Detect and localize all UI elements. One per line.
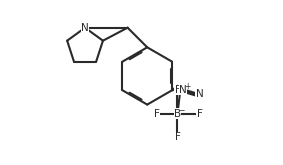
- Text: F: F: [154, 109, 160, 119]
- Text: N: N: [179, 85, 187, 95]
- Text: F: F: [175, 85, 181, 95]
- Text: N: N: [196, 89, 203, 99]
- Text: −: −: [178, 106, 184, 115]
- Text: +: +: [184, 82, 190, 91]
- Text: F: F: [197, 109, 203, 119]
- Text: B: B: [174, 109, 181, 119]
- Text: N: N: [81, 23, 89, 33]
- Text: F: F: [175, 132, 181, 142]
